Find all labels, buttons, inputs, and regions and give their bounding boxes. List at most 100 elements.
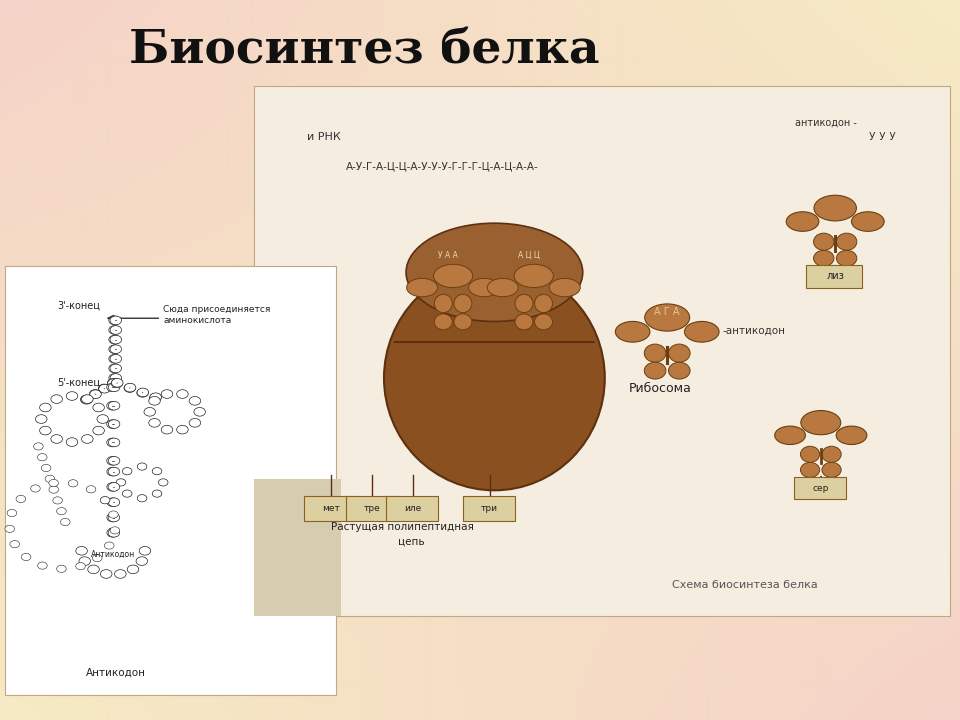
Circle shape <box>108 456 120 465</box>
Circle shape <box>107 456 118 465</box>
Circle shape <box>124 383 135 392</box>
FancyBboxPatch shape <box>346 496 397 521</box>
Ellipse shape <box>468 279 499 297</box>
Text: и РНК: и РНК <box>307 132 341 143</box>
Ellipse shape <box>434 264 472 287</box>
Circle shape <box>108 420 120 428</box>
Circle shape <box>98 384 109 392</box>
Circle shape <box>39 426 51 435</box>
Circle shape <box>108 354 120 363</box>
Circle shape <box>161 426 173 434</box>
Circle shape <box>107 528 118 537</box>
Circle shape <box>108 438 120 446</box>
Circle shape <box>108 379 119 387</box>
Circle shape <box>111 379 123 387</box>
Circle shape <box>107 402 118 410</box>
Text: А-У-Г-А-Ц-Ц-А-У-У-У-Г-Г-Г-Ц-А-Ц-А-А-: А-У-Г-А-Ц-Ц-А-У-У-У-Г-Г-Г-Ц-А-Ц-А-А- <box>346 161 539 171</box>
Circle shape <box>137 389 149 397</box>
Circle shape <box>76 562 85 570</box>
Circle shape <box>110 325 122 334</box>
Ellipse shape <box>406 223 583 321</box>
Circle shape <box>81 395 92 404</box>
FancyBboxPatch shape <box>794 477 846 499</box>
Circle shape <box>66 392 78 400</box>
FancyBboxPatch shape <box>254 86 950 616</box>
Text: А Ц Ц: А Ц Ц <box>518 251 540 260</box>
Circle shape <box>100 497 109 504</box>
Ellipse shape <box>515 264 553 287</box>
Ellipse shape <box>615 321 650 342</box>
Ellipse shape <box>434 294 452 312</box>
Ellipse shape <box>407 279 438 297</box>
Text: аминокислота: аминокислота <box>163 316 231 325</box>
Circle shape <box>90 390 102 399</box>
Circle shape <box>57 565 66 572</box>
Circle shape <box>122 490 132 498</box>
Ellipse shape <box>836 251 857 266</box>
Text: Антикодон: Антикодон <box>91 550 135 559</box>
Text: антикодон -: антикодон - <box>795 117 856 127</box>
Circle shape <box>39 403 51 412</box>
Circle shape <box>82 395 93 403</box>
Circle shape <box>110 374 122 382</box>
Text: 5'-конец: 5'-конец <box>58 377 101 387</box>
Ellipse shape <box>549 279 580 297</box>
Ellipse shape <box>801 462 820 477</box>
Text: три: три <box>481 504 498 513</box>
Circle shape <box>7 510 16 517</box>
Circle shape <box>16 495 26 503</box>
Circle shape <box>108 345 120 354</box>
Circle shape <box>153 490 162 498</box>
FancyBboxPatch shape <box>254 479 341 616</box>
Circle shape <box>93 426 105 435</box>
Circle shape <box>107 438 118 446</box>
Ellipse shape <box>814 195 856 221</box>
Circle shape <box>37 562 47 570</box>
Circle shape <box>79 557 90 565</box>
Circle shape <box>137 495 147 502</box>
Circle shape <box>108 528 120 537</box>
Circle shape <box>92 554 102 562</box>
Circle shape <box>110 336 122 344</box>
Ellipse shape <box>488 279 518 297</box>
Circle shape <box>49 486 59 493</box>
Ellipse shape <box>384 266 605 490</box>
Circle shape <box>158 479 168 486</box>
Circle shape <box>34 443 43 450</box>
Circle shape <box>36 415 47 423</box>
Circle shape <box>108 364 120 373</box>
Ellipse shape <box>535 314 553 330</box>
Circle shape <box>86 486 96 493</box>
Ellipse shape <box>454 294 472 312</box>
Ellipse shape <box>515 314 533 330</box>
Circle shape <box>76 546 87 555</box>
Text: тре: тре <box>364 504 381 513</box>
Circle shape <box>5 525 14 532</box>
Circle shape <box>137 388 149 397</box>
Text: У А А: У А А <box>439 251 458 260</box>
Ellipse shape <box>836 426 867 444</box>
Circle shape <box>41 464 51 472</box>
Circle shape <box>53 497 62 504</box>
Ellipse shape <box>668 344 690 362</box>
Circle shape <box>189 418 201 427</box>
Circle shape <box>116 479 126 486</box>
Ellipse shape <box>644 344 666 362</box>
Circle shape <box>107 482 118 491</box>
Circle shape <box>177 390 188 398</box>
Circle shape <box>101 570 112 578</box>
Circle shape <box>45 475 55 482</box>
Circle shape <box>136 557 148 565</box>
Circle shape <box>87 565 99 574</box>
Ellipse shape <box>836 233 857 251</box>
FancyBboxPatch shape <box>806 265 862 288</box>
Circle shape <box>108 325 120 334</box>
Circle shape <box>110 527 120 534</box>
Ellipse shape <box>644 362 666 379</box>
Ellipse shape <box>813 251 834 266</box>
Ellipse shape <box>852 212 884 231</box>
Circle shape <box>68 480 78 487</box>
Circle shape <box>161 390 173 398</box>
Circle shape <box>110 345 122 354</box>
Circle shape <box>108 383 120 392</box>
